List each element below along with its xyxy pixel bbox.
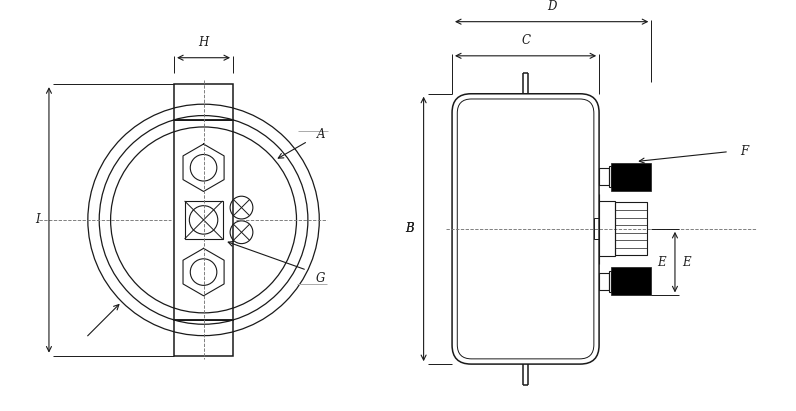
Bar	[174, 120, 233, 319]
Bar	[599, 201, 615, 256]
Text: H: H	[198, 36, 209, 49]
Bar	[599, 272, 609, 290]
Text: F: F	[740, 145, 748, 158]
Bar	[611, 162, 651, 191]
Bar	[174, 319, 233, 356]
Bar	[615, 202, 646, 256]
Bar	[185, 201, 223, 239]
Bar	[609, 166, 611, 187]
Bar	[174, 84, 233, 120]
Text: I: I	[35, 213, 40, 226]
Text: B: B	[405, 222, 414, 236]
Text: G: G	[315, 272, 325, 285]
Bar	[599, 168, 609, 185]
Text: E: E	[682, 256, 691, 269]
Text: E: E	[657, 256, 665, 269]
Text: A: A	[317, 128, 325, 141]
Bar	[594, 219, 599, 239]
Text: D: D	[547, 0, 556, 13]
Text: C: C	[521, 34, 530, 47]
Bar	[609, 271, 611, 291]
Text: B: B	[405, 222, 414, 236]
Bar	[611, 267, 651, 296]
